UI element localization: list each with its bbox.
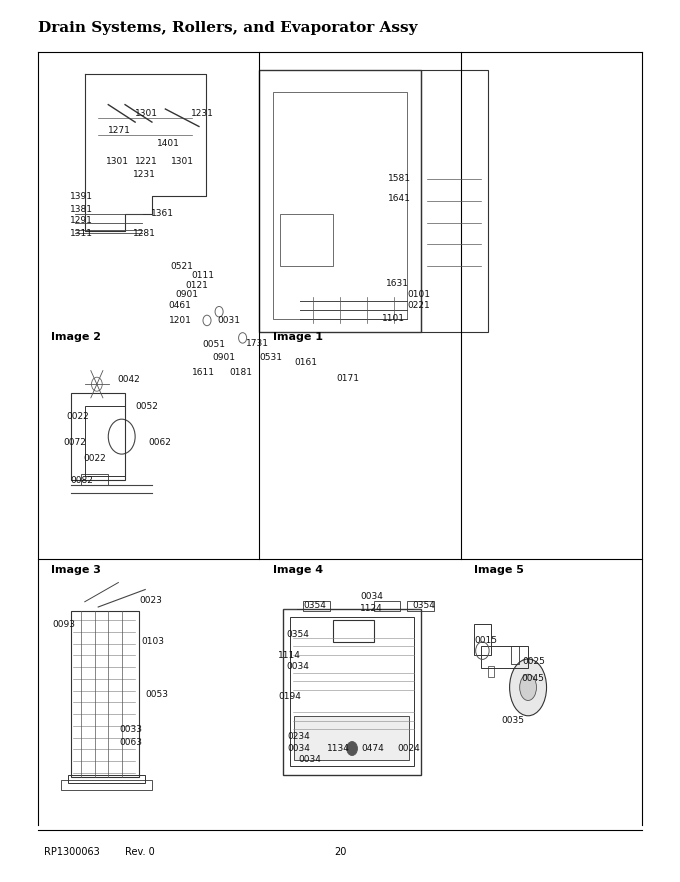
Text: Image 1: Image 1 <box>273 332 323 342</box>
Text: 1291: 1291 <box>70 216 93 225</box>
Text: 0171: 0171 <box>337 374 360 383</box>
Text: 0354: 0354 <box>303 601 326 609</box>
Text: 1231: 1231 <box>133 170 156 179</box>
Text: 0022: 0022 <box>66 412 88 421</box>
Text: Image 5: Image 5 <box>475 565 524 575</box>
Text: 0461: 0461 <box>169 301 192 310</box>
Text: 0031: 0031 <box>218 316 241 325</box>
Text: 0221: 0221 <box>407 301 430 310</box>
Text: 0023: 0023 <box>140 595 163 604</box>
Text: Image 2: Image 2 <box>51 332 101 342</box>
Text: 20: 20 <box>334 847 346 856</box>
FancyBboxPatch shape <box>294 716 409 760</box>
Text: 1381: 1381 <box>70 205 93 214</box>
Text: 0034: 0034 <box>288 744 311 753</box>
Text: 0045: 0045 <box>522 674 544 684</box>
Text: 0521: 0521 <box>171 262 194 271</box>
Text: Drain Systems, Rollers, and Evaporator Assy: Drain Systems, Rollers, and Evaporator A… <box>38 21 418 34</box>
Text: Rev. 0: Rev. 0 <box>125 847 155 856</box>
Text: 0354: 0354 <box>286 631 309 639</box>
Ellipse shape <box>509 659 547 716</box>
Text: 0042: 0042 <box>117 376 140 385</box>
Text: 1124: 1124 <box>360 604 383 613</box>
Text: 0034: 0034 <box>286 662 309 671</box>
Text: 0531: 0531 <box>259 353 282 362</box>
Text: 0161: 0161 <box>294 358 318 367</box>
Text: 1301: 1301 <box>106 157 129 166</box>
Text: 1114: 1114 <box>278 651 301 660</box>
Text: 0474: 0474 <box>362 744 384 753</box>
Text: 0024: 0024 <box>397 744 420 753</box>
Text: 0035: 0035 <box>501 716 524 725</box>
Text: 1281: 1281 <box>133 228 156 237</box>
Text: 0022: 0022 <box>84 454 106 463</box>
Text: 1311: 1311 <box>70 228 93 237</box>
Text: 0181: 0181 <box>229 369 252 377</box>
Text: 0354: 0354 <box>413 601 435 609</box>
Text: 0901: 0901 <box>175 289 199 299</box>
Text: 0034: 0034 <box>360 592 383 601</box>
Text: 1631: 1631 <box>386 280 409 288</box>
Text: 1231: 1231 <box>191 108 214 118</box>
Text: 1641: 1641 <box>388 194 411 203</box>
Text: 1361: 1361 <box>150 209 173 219</box>
Text: 0072: 0072 <box>63 438 86 447</box>
Text: 1401: 1401 <box>157 139 180 148</box>
Text: 0103: 0103 <box>142 638 165 647</box>
Text: 0052: 0052 <box>135 401 158 410</box>
Text: Image 3: Image 3 <box>51 565 101 575</box>
Text: 0121: 0121 <box>186 281 208 290</box>
Ellipse shape <box>520 674 537 700</box>
Text: 1391: 1391 <box>70 192 93 201</box>
Text: RP1300063: RP1300063 <box>44 847 100 856</box>
Circle shape <box>347 742 358 756</box>
Text: 1271: 1271 <box>108 126 131 135</box>
Text: 1731: 1731 <box>246 339 269 348</box>
Text: 0082: 0082 <box>70 475 93 485</box>
Text: 1301: 1301 <box>135 108 158 118</box>
Text: 0101: 0101 <box>407 289 430 299</box>
Text: 1221: 1221 <box>135 157 158 166</box>
Text: 0033: 0033 <box>120 725 143 734</box>
Text: 1301: 1301 <box>171 157 194 166</box>
Text: 1611: 1611 <box>192 369 216 377</box>
Text: 0053: 0053 <box>146 690 168 699</box>
Text: Image 4: Image 4 <box>273 565 323 575</box>
Text: 0034: 0034 <box>299 755 321 765</box>
Text: 1101: 1101 <box>381 314 405 323</box>
Text: 0234: 0234 <box>288 732 310 741</box>
Text: 0063: 0063 <box>120 738 143 747</box>
Text: 0194: 0194 <box>278 691 301 700</box>
Text: 0062: 0062 <box>148 438 171 447</box>
Text: 0015: 0015 <box>475 636 497 645</box>
Text: 1581: 1581 <box>388 175 411 183</box>
Text: 1201: 1201 <box>169 316 192 325</box>
Text: 0111: 0111 <box>191 271 214 280</box>
Text: 0051: 0051 <box>203 340 225 349</box>
Text: 0025: 0025 <box>523 657 545 666</box>
Text: 0901: 0901 <box>212 353 235 362</box>
Text: 0093: 0093 <box>52 620 75 629</box>
Text: 1134: 1134 <box>326 744 350 753</box>
